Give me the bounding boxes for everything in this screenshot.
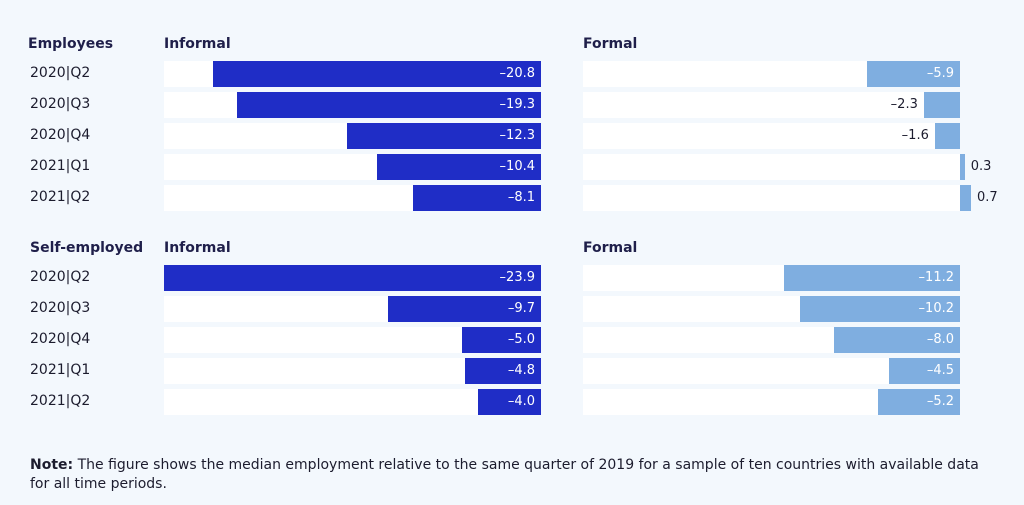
group-label-selfemployed: Self-employed (30, 240, 144, 256)
note-text: The figure shows the median employment r… (30, 457, 979, 492)
bar-selfemployed-informal-3 (465, 358, 541, 384)
bar-selfemployed-formal-4 (878, 389, 960, 415)
data-label-employees-informal-4: –8.1 (507, 190, 535, 205)
panel-title-selfemployed-formal: Formal (583, 240, 638, 256)
data-label-selfemployed-informal-4: –4.0 (507, 394, 535, 409)
bar-selfemployed-informal-4 (477, 389, 541, 415)
bar-track-selfemployed-informal-3: –4.8 (164, 358, 541, 384)
bar-track-employees-formal-2: –1.6 (583, 123, 960, 149)
bar-selfemployed-informal-0 (164, 265, 541, 291)
bar-selfemployed-informal-1 (387, 296, 541, 322)
bar-employees-formal-3 (960, 154, 965, 180)
note: Note: The figure shows the median employ… (30, 456, 980, 494)
data-label-selfemployed-informal-1: –9.7 (507, 301, 535, 316)
row-label-selfemployed-2: 2020|Q4 (30, 331, 91, 347)
bar-employees-formal-1 (923, 92, 960, 118)
data-label-employees-informal-1: –19.3 (499, 97, 535, 112)
bar-employees-formal-0 (867, 61, 960, 87)
row-label-employees-2: 2020|Q4 (30, 127, 91, 143)
bar-track-selfemployed-formal-0: –11.2 (583, 265, 960, 291)
bar-selfemployed-formal-0 (784, 265, 960, 291)
data-label-employees-informal-2: –12.3 (499, 128, 535, 143)
row-label-selfemployed-4: 2021|Q2 (30, 393, 91, 409)
bar-track-selfemployed-informal-1: –9.7 (164, 296, 541, 322)
bar-track-employees-informal-2: –12.3 (164, 123, 541, 149)
row-label-employees-0: 2020|Q2 (30, 65, 91, 81)
bar-selfemployed-formal-2 (834, 327, 960, 353)
bar-track-employees-informal-0: –20.8 (164, 61, 541, 87)
bar-employees-informal-1 (236, 92, 541, 118)
bar-employees-informal-4 (413, 185, 541, 211)
bar-employees-formal-2 (934, 123, 960, 149)
data-label-employees-formal-2: –1.6 (901, 128, 929, 143)
data-label-selfemployed-formal-2: –8.0 (926, 332, 954, 347)
bar-selfemployed-informal-2 (462, 327, 541, 353)
bar-track-employees-formal-0: –5.9 (583, 61, 960, 87)
bar-track-employees-formal-3: 0.3 (583, 154, 991, 180)
bar-track-selfemployed-formal-1: –10.2 (583, 296, 960, 322)
bar-track-selfemployed-informal-4: –4.0 (164, 389, 541, 415)
bar-track-selfemployed-informal-2: –5.0 (164, 327, 541, 353)
bar-track-employees-formal-1: –2.3 (583, 92, 960, 118)
row-label-selfemployed-0: 2020|Q2 (30, 269, 91, 285)
row-label-employees-4: 2021|Q2 (30, 189, 91, 205)
panel-title-selfemployed-informal: Informal (164, 240, 231, 256)
data-label-selfemployed-formal-4: –5.2 (926, 394, 954, 409)
bar-track-selfemployed-formal-4: –5.2 (583, 389, 960, 415)
row-label-selfemployed-3: 2021|Q1 (30, 362, 91, 378)
bar-employees-informal-2 (346, 123, 541, 149)
group-label-employees: Employees (28, 36, 114, 52)
row-label-selfemployed-1: 2020|Q3 (30, 300, 91, 316)
bar-track-employees-informal-4: –8.1 (164, 185, 541, 211)
data-label-employees-informal-0: –20.8 (499, 66, 535, 81)
note-label: Note: (30, 457, 74, 473)
data-label-selfemployed-informal-0: –23.9 (499, 270, 535, 285)
data-label-selfemployed-formal-3: –4.5 (926, 363, 954, 378)
data-label-selfemployed-formal-0: –11.2 (918, 270, 954, 285)
bar-track-selfemployed-informal-0: –23.9 (164, 265, 541, 291)
bar-employees-informal-3 (376, 154, 541, 180)
bar-track-employees-informal-3: –10.4 (164, 154, 541, 180)
data-label-selfemployed-informal-3: –4.8 (507, 363, 535, 378)
panel-title-employees-formal: Formal (583, 36, 638, 52)
row-label-employees-3: 2021|Q1 (30, 158, 91, 174)
data-label-employees-formal-0: –5.9 (926, 66, 954, 81)
data-label-selfemployed-informal-2: –5.0 (507, 332, 535, 347)
data-label-employees-formal-1: –2.3 (890, 97, 918, 112)
bar-track-selfemployed-formal-3: –4.5 (583, 358, 960, 384)
bar-employees-informal-0 (212, 61, 541, 87)
bar-selfemployed-formal-1 (799, 296, 960, 322)
data-label-selfemployed-formal-1: –10.2 (918, 301, 954, 316)
data-label-employees-formal-4: 0.7 (977, 190, 998, 205)
panel-title-employees-informal: Informal (164, 36, 231, 52)
data-label-employees-informal-3: –10.4 (499, 159, 535, 174)
bar-track-selfemployed-formal-2: –8.0 (583, 327, 960, 353)
bar-selfemployed-formal-3 (889, 358, 960, 384)
row-label-employees-1: 2020|Q3 (30, 96, 91, 112)
data-label-employees-formal-3: 0.3 (970, 159, 992, 174)
bar-track-employees-informal-1: –19.3 (164, 92, 541, 118)
bar-employees-formal-4 (960, 185, 971, 211)
bar-track-employees-formal-4: 0.7 (583, 185, 998, 211)
